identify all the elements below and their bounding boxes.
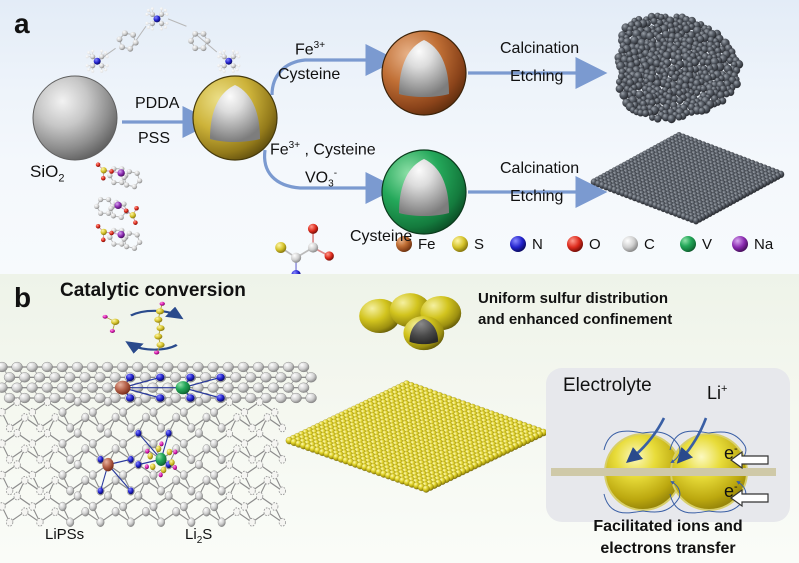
svg-text:S: S	[474, 236, 484, 253]
svg-text:N: N	[532, 236, 543, 253]
svg-text:Fe: Fe	[418, 236, 436, 253]
svg-text:C: C	[644, 236, 655, 253]
svg-text:V: V	[702, 236, 712, 253]
svg-text:Na: Na	[754, 236, 774, 253]
svg-text:O: O	[589, 236, 601, 253]
